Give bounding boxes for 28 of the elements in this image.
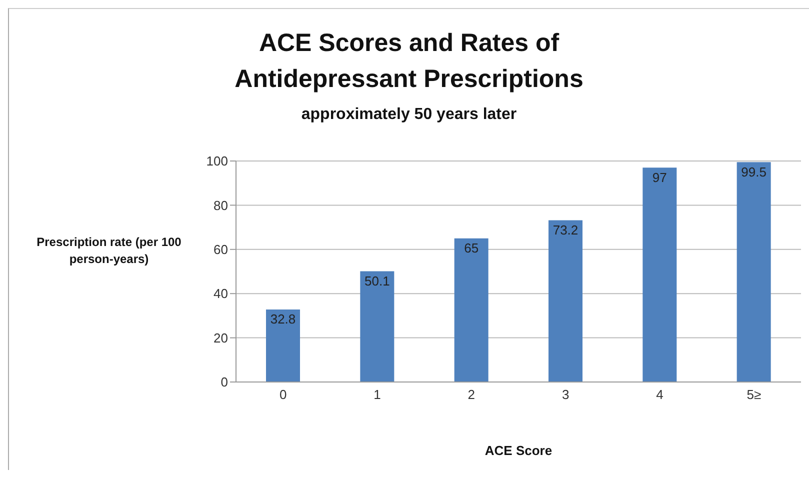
x-tick-label: 3	[562, 387, 570, 402]
y-tick-label: 40	[214, 286, 228, 302]
chart-title: ACE Scores and Rates of Antidepressant Prescriptions	[234, 28, 584, 95]
bar	[548, 220, 582, 382]
chart-subtitle: approximately 50 years later	[300, 106, 518, 124]
x-tick-label: 4	[656, 387, 664, 402]
y-axis-title: Prescription rate (per 100 person-years)	[36, 234, 182, 268]
y-tick-label: 0	[220, 374, 228, 390]
bar	[736, 162, 771, 382]
data-label: 99.5	[741, 164, 766, 180]
bar	[360, 271, 394, 382]
data-label: 73.2	[552, 222, 578, 238]
bar	[642, 168, 677, 382]
x-tick-label: 1	[374, 387, 381, 402]
bar	[454, 238, 488, 382]
x-tick-label: 0	[279, 387, 287, 402]
y-tick-label: 20	[214, 330, 228, 346]
bar	[266, 310, 300, 382]
x-axis-title: ACE Score	[484, 443, 552, 458]
data-label: 97	[652, 170, 667, 185]
y-tick-label: 60	[214, 242, 228, 258]
data-label: 65	[464, 240, 479, 256]
data-label: 32.8	[270, 312, 296, 327]
x-tick-label: 2	[468, 387, 476, 402]
y-tick-label: 80	[214, 198, 228, 213]
data-label: 50.1	[364, 274, 390, 289]
y-tick-label: 100	[206, 154, 228, 169]
x-tick-label: 5≥	[746, 387, 762, 402]
